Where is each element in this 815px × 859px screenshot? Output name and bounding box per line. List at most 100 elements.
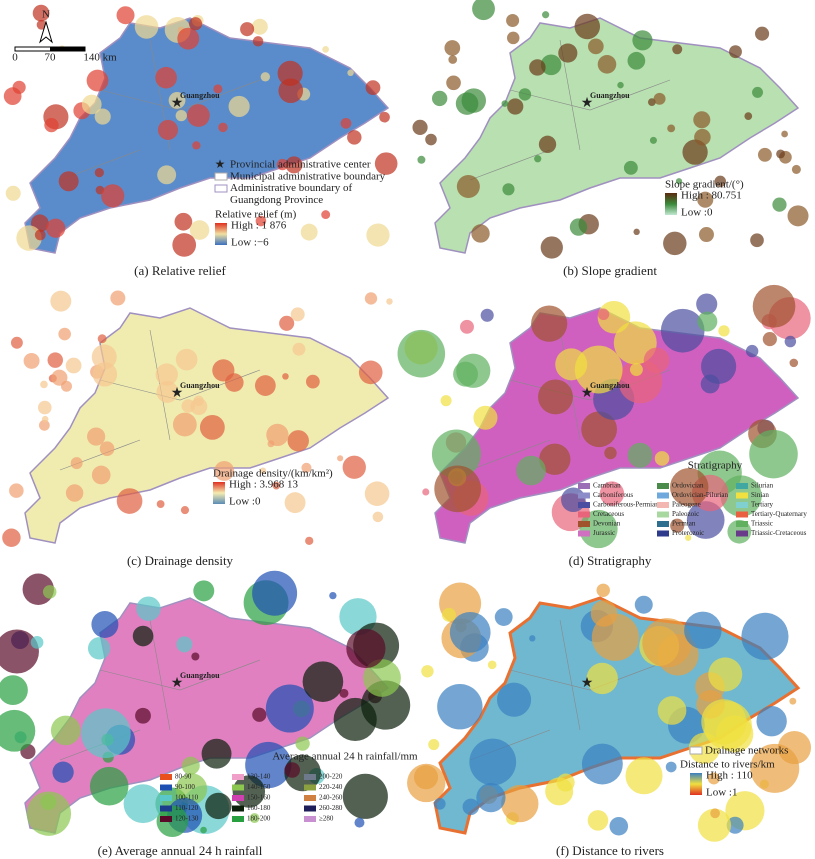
map-patch [92,362,118,387]
map-patch [789,697,797,705]
map-patch [617,81,624,89]
map-patch [708,657,743,692]
map-patch [755,26,770,41]
map-patch [496,682,532,717]
map-patch [292,342,306,356]
map-patch [26,791,72,836]
map-patch [157,119,178,140]
map-patch [487,660,497,670]
map-patch [65,484,84,502]
map-patch [693,111,711,129]
map-patch [44,117,59,133]
map-patch [155,363,178,386]
map-patch [642,618,692,668]
map-patch [156,805,189,838]
map-patch [302,661,344,702]
map-patch [372,511,384,523]
legend-high: High : 80.751 [681,190,742,202]
map-patch [342,773,388,819]
map-patch [428,739,440,751]
legend-swatch [657,530,669,537]
legend-swatch [160,805,172,812]
map-patch [172,412,197,437]
map-patch [749,429,798,479]
map-patch [251,18,268,35]
legend-swatch [160,784,172,791]
map-patch [252,570,298,616]
map-patch [337,455,344,462]
map-patch [363,659,401,697]
map-patch [181,399,196,413]
scale-bar [50,47,85,51]
center-label: Guangzhou [180,671,220,680]
map-patch [366,223,390,247]
legend-swatch [736,483,748,489]
legend-class: 150-160 [247,794,271,802]
map-patch [23,352,40,369]
map-patch [123,784,163,824]
map-patch [285,156,303,174]
map-patch [425,133,437,146]
map-patch [284,492,306,514]
legend-class: Carboniferous-Permian [593,501,659,509]
caption: (d) Stratigraphy [569,553,652,568]
map-patch [193,580,215,602]
map-patch [476,783,506,813]
legend-class: Ordovician-Pilurian [672,491,728,499]
map-patch [670,467,709,507]
map-patch [284,762,301,778]
map-patch [632,30,653,51]
map-patch [9,483,24,498]
map-patch [667,124,676,133]
map-patch [342,455,366,479]
map-patch [538,379,573,415]
map-patch [473,405,498,430]
map-patch [41,415,49,423]
map-patch [116,6,135,25]
legend-class: 260-280 [319,804,343,812]
map-patch [480,308,494,322]
map-patch [789,358,799,368]
map-patch [249,813,260,824]
north-label: N [42,9,50,21]
map-patch [590,600,618,627]
map-patch [698,227,714,243]
map-patch [529,59,546,76]
map-patch [685,534,692,541]
legend-swatch [657,511,669,518]
legend-swatch [232,795,244,801]
map-patch [0,709,36,752]
legend-swatch [578,483,590,489]
map-patch [710,808,720,819]
scale-label: 70 [45,52,57,64]
map-patch [686,501,725,539]
map-patch [627,442,653,468]
center-label: Guangzhou [590,91,630,100]
map-patch [16,225,42,251]
map-patch [172,233,197,257]
map-patch [540,54,562,76]
map-patch [40,380,48,389]
map-patch [340,117,352,129]
map-patch [431,429,481,479]
map-patch [752,284,796,328]
legend-item: Administrative boundary of Guangdong Pro… [230,182,353,206]
legend-class: Cretaceous [593,510,624,518]
map-patch [502,183,515,196]
map-patch [784,335,797,348]
map-patch [756,706,787,737]
map-patch [461,88,486,113]
map-patch [386,298,393,305]
map-patch [65,357,82,374]
map-patch [116,488,143,514]
legend-swatch [657,483,669,489]
legend-swatch [304,795,316,801]
map-patch [156,381,179,403]
map-patch [542,11,550,19]
map-patch [301,462,312,473]
map-patch [265,684,314,733]
gradient-bar [690,773,702,795]
map-patch [364,481,390,506]
map-patch [752,86,764,98]
